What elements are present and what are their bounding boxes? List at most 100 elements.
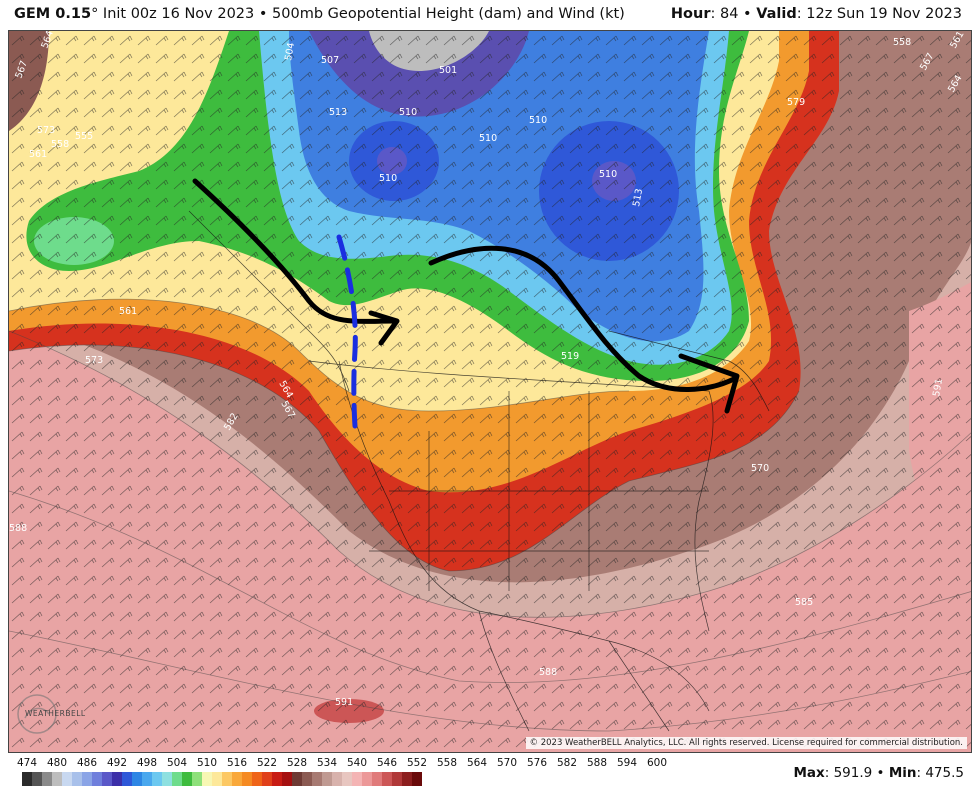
legend-swatch [392, 772, 402, 786]
legend-swatch [382, 772, 392, 786]
copyright-notice: © 2023 WeatherBELL Analytics, LLC. All r… [525, 737, 967, 749]
legend-swatch [372, 772, 382, 786]
legend-label: 474 [16, 757, 38, 769]
legend-label: 552 [406, 757, 428, 769]
legend-label: 504 [166, 757, 188, 769]
legend-swatch [22, 772, 32, 786]
legend-swatch [132, 772, 142, 786]
west-arrow [192, 178, 397, 324]
legend-swatch [282, 772, 292, 786]
legend-swatch [252, 772, 262, 786]
max-value: : 591.9 [824, 765, 873, 781]
height-contours [9, 298, 971, 732]
hour-label: Hour [670, 6, 711, 22]
weatherbell-logo: WEATHERBELL [15, 692, 85, 736]
legend-swatch [292, 772, 302, 786]
annotation-arrows [192, 178, 740, 414]
wind-barbs [9, 31, 971, 752]
legend-swatch [112, 772, 122, 786]
contour-label: 591 [335, 697, 353, 708]
product-name: 500mb Geopotential Height (dam) and Wind… [272, 6, 625, 22]
legend-label: 558 [436, 757, 458, 769]
legend-label: 522 [256, 757, 278, 769]
contour-label: 558 [893, 37, 911, 48]
legend-label: 582 [556, 757, 578, 769]
legend-swatch [222, 772, 232, 786]
legend-swatch [242, 772, 252, 786]
legend-swatch [202, 772, 212, 786]
legend-label: 546 [376, 757, 398, 769]
legend-swatch [72, 772, 82, 786]
header-separator: • [258, 6, 268, 22]
legend-label: 516 [226, 757, 248, 769]
contour-label: 507 [321, 55, 339, 66]
contour-label: 555 [75, 131, 93, 142]
legend-swatch [192, 772, 202, 786]
legend-swatch [402, 772, 412, 786]
contour-label: 573 [85, 355, 103, 366]
legend-labels: 474 480 486 492 498 504 510 516 522 528 534 540 546 5… [16, 757, 708, 771]
legend-swatch [312, 772, 322, 786]
contour-label: 573 [37, 125, 55, 136]
contour-label: 585 [795, 597, 813, 608]
contour-label: 591 [931, 378, 945, 398]
contour-label: 519 [561, 351, 579, 362]
contour-label: 510 [479, 133, 497, 144]
legend-swatch [32, 772, 42, 786]
legend-swatch [322, 772, 332, 786]
legend-label: 594 [616, 757, 638, 769]
logo-text: WEATHERBELL [25, 709, 86, 718]
legend-swatch [332, 772, 342, 786]
west-arrow-head [368, 310, 400, 346]
init-time: Init 00z 16 Nov 2023 [102, 6, 255, 22]
legend-label: 492 [106, 757, 128, 769]
legend-label: 576 [526, 757, 548, 769]
max-min-stats: Max: 591.9 • Min: 475.5 [793, 765, 964, 781]
hour-value: : 84 [710, 6, 739, 22]
geographic-borders [188, 210, 770, 732]
legend-label: 570 [496, 757, 518, 769]
legend-swatch [62, 772, 72, 786]
legend-swatch [182, 772, 192, 786]
header-title: GEM 0.15° Init 00z 16 Nov 2023 • 500mb G… [14, 6, 625, 22]
legend-label: 540 [346, 757, 368, 769]
contour-label: 558 [51, 139, 69, 150]
legend-label: 480 [46, 757, 68, 769]
legend-label: 564 [466, 757, 488, 769]
legend-color-bar [22, 772, 422, 786]
contour-label: 504 [283, 42, 297, 62]
legend-swatch [142, 772, 152, 786]
legend-swatch [302, 772, 312, 786]
valid-separator: • [743, 6, 752, 22]
legend-swatch [102, 772, 112, 786]
legend-swatch [342, 772, 352, 786]
legend-label: 600 [646, 757, 668, 769]
contour-label: 513 [329, 107, 347, 118]
legend-swatch [42, 772, 52, 786]
legend-label: 498 [136, 757, 158, 769]
valid-label: Valid [756, 6, 797, 22]
east-arrow-head [678, 353, 740, 414]
legend-swatch [162, 772, 172, 786]
legend-swatch [212, 772, 222, 786]
height-field-svg: 564 567 573 558 555 561 504 507 501 513 … [9, 31, 971, 752]
legend-swatch [262, 772, 272, 786]
contour-label: 570 [751, 463, 769, 474]
legend-swatch [172, 772, 182, 786]
stats-separator: • [876, 765, 885, 781]
contour-label: 588 [539, 667, 557, 678]
legend-swatch [52, 772, 62, 786]
legend-swatch [362, 772, 372, 786]
contour-label: 513 [631, 188, 645, 208]
legend-label: 528 [286, 757, 308, 769]
contour-label: 588 [9, 523, 27, 534]
legend-swatch [92, 772, 102, 786]
legend-swatch [232, 772, 242, 786]
legend-swatch [152, 772, 162, 786]
model-suffix: ° [91, 6, 99, 22]
color-legend: 474 480 486 492 498 504 510 516 522 528 534 540 546 5… [16, 757, 708, 791]
legend-label: 510 [196, 757, 218, 769]
contour-label: 579 [787, 97, 805, 108]
legend-label: 486 [76, 757, 98, 769]
legend-swatch [122, 772, 132, 786]
